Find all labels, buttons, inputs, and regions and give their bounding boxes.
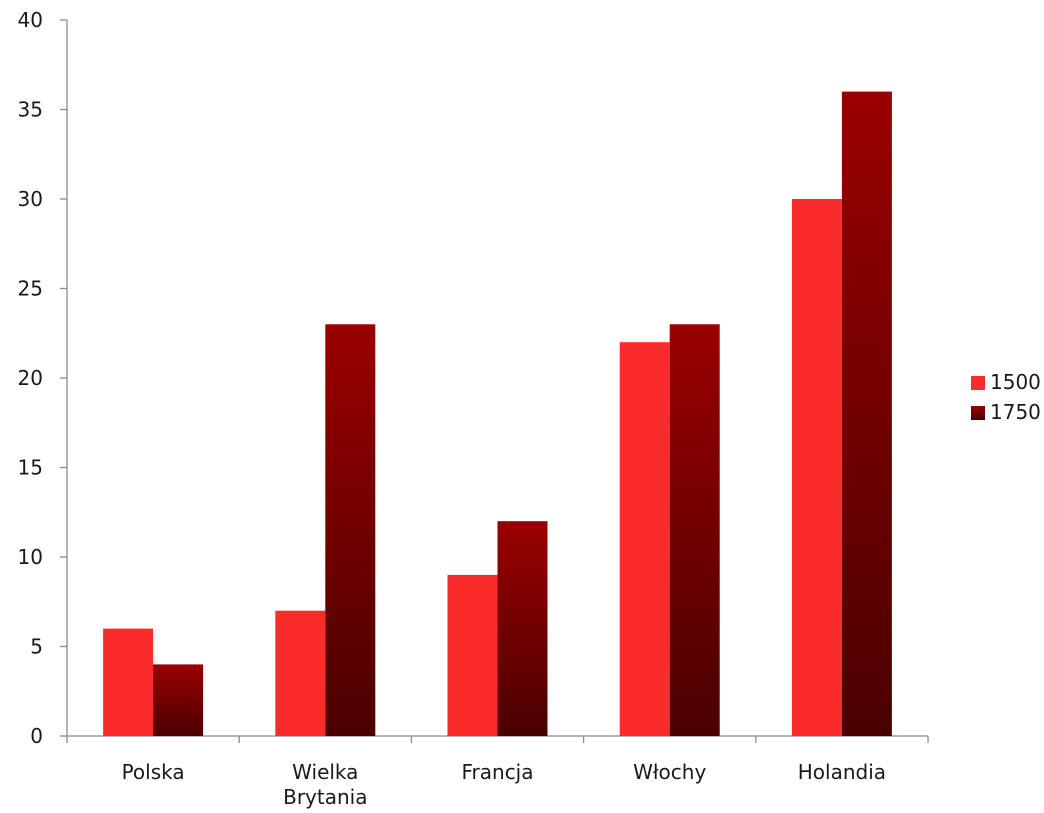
x-category-label: Brytania bbox=[283, 785, 367, 809]
bar-1500-2 bbox=[447, 574, 498, 736]
x-category-label: Francja bbox=[461, 760, 533, 784]
legend-swatch-1500 bbox=[971, 376, 985, 390]
bar-1750-1 bbox=[325, 324, 376, 736]
y-tick-label: 40 bbox=[18, 8, 43, 32]
y-tick-label: 20 bbox=[18, 366, 43, 390]
legend-swatch-1750 bbox=[971, 406, 985, 420]
legend: 1500 1750 bbox=[971, 370, 1041, 424]
x-category-label: Wielka bbox=[292, 760, 358, 784]
x-category-label: Włochy bbox=[633, 760, 706, 784]
y-tick-label: 30 bbox=[18, 187, 43, 211]
bar-1500-1 bbox=[275, 610, 326, 736]
bar-1750-4 bbox=[841, 91, 892, 737]
bar-1500-0 bbox=[103, 628, 154, 736]
y-tick-label: 0 bbox=[30, 724, 43, 748]
legend-label-1750: 1750 bbox=[990, 400, 1041, 424]
bar-1750-3 bbox=[669, 324, 720, 736]
bar-1500-3 bbox=[619, 342, 670, 736]
y-tick-label: 15 bbox=[18, 456, 43, 480]
y-tick-label: 10 bbox=[18, 545, 43, 569]
x-category-label: Polska bbox=[122, 760, 185, 784]
bar-1500-4 bbox=[791, 199, 842, 736]
y-tick-label: 35 bbox=[18, 98, 43, 122]
bar-1750-0 bbox=[153, 664, 204, 736]
legend-label-1500: 1500 bbox=[990, 370, 1041, 394]
y-tick-label: 25 bbox=[18, 277, 43, 301]
y-tick-label: 5 bbox=[30, 635, 43, 659]
x-category-label: Holandia bbox=[798, 760, 886, 784]
bar-1750-2 bbox=[497, 521, 548, 736]
